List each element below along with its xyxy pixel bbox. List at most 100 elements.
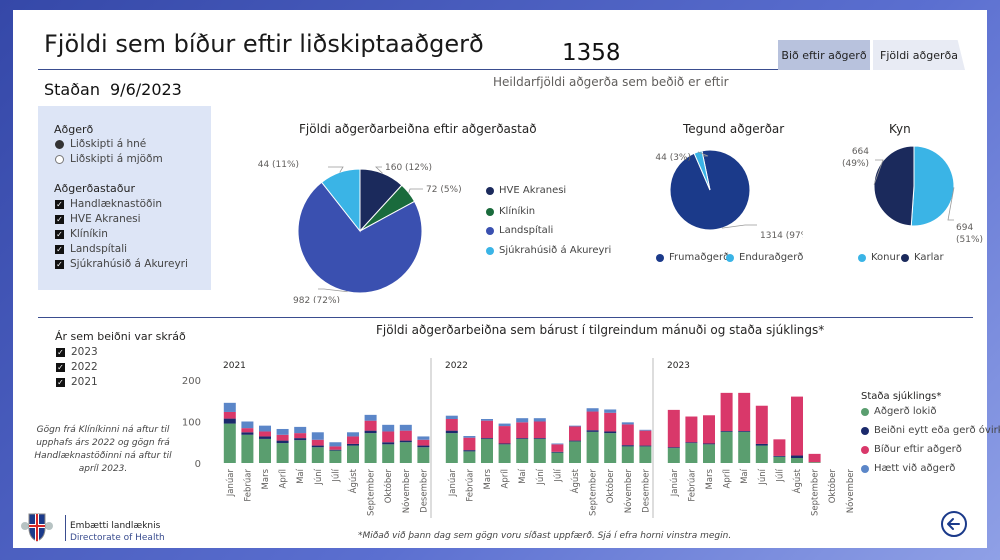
bar-segment-done[interactable] <box>329 450 342 463</box>
bar-segment-waiting[interactable] <box>738 392 751 432</box>
bar-segment-cancelled[interactable] <box>703 443 715 445</box>
bar-segment-stopped[interactable] <box>382 424 395 432</box>
bar-segment-cancelled[interactable] <box>586 430 599 432</box>
bar-segment-done[interactable] <box>241 434 254 463</box>
bar-segment-done[interactable] <box>685 443 698 463</box>
checkbox-checked-icon[interactable]: ✓ <box>56 377 65 387</box>
bar-segment-cancelled[interactable] <box>259 436 271 439</box>
checkbox-checked-icon[interactable]: ✓ <box>55 244 64 254</box>
bar-segment-waiting[interactable] <box>399 430 412 441</box>
bar-segment-stopped[interactable] <box>329 442 342 447</box>
pie-slice[interactable] <box>297 181 423 294</box>
checkbox-checked-icon[interactable]: ✓ <box>55 199 64 209</box>
bar-segment-waiting[interactable] <box>621 424 634 446</box>
site-option-akureyri[interactable]: ✓ Sjúkrahúsið á Akureyri <box>55 258 188 270</box>
tab-procedure-count[interactable]: Fjöldi aðgerða <box>873 40 965 70</box>
legend-item-klinikin[interactable]: Klíníkin <box>486 206 535 217</box>
bar-segment-cancelled[interactable] <box>621 445 634 447</box>
bar-segment-stopped[interactable] <box>445 415 458 420</box>
bar-segment-stopped[interactable] <box>533 418 546 422</box>
bar-segment-waiting[interactable] <box>311 439 324 446</box>
bar-segment-cancelled[interactable] <box>463 450 476 452</box>
procedure-option-hip[interactable]: Liðskipti á mjöðm <box>55 153 163 165</box>
bar-segment-cancelled[interactable] <box>223 418 236 424</box>
bar-segment-cancelled[interactable] <box>516 438 529 439</box>
bar-segment-done[interactable] <box>445 433 458 463</box>
bar-segment-cancelled[interactable] <box>604 431 617 434</box>
legend-item-akureyri[interactable]: Sjúkrahúsið á Akureyri <box>486 245 611 256</box>
legend-item-done[interactable]: Aðgerð lokið <box>861 406 936 417</box>
bar-segment-waiting[interactable] <box>791 396 803 456</box>
bar-segment-done[interactable] <box>551 452 564 463</box>
bar-segment-cancelled[interactable] <box>481 438 493 439</box>
bar-segment-waiting[interactable] <box>604 412 617 432</box>
site-option-klinikin[interactable]: ✓ Klíníkin <box>55 228 108 240</box>
bar-segment-done[interactable] <box>481 438 493 463</box>
bar-segment-cancelled[interactable] <box>498 443 511 445</box>
site-option-handlaeknastodin[interactable]: ✓ Handlæknastöðin <box>55 198 162 210</box>
bar-segment-stopped[interactable] <box>481 419 493 421</box>
bar-segment-waiting[interactable] <box>347 436 359 444</box>
bar-segment-waiting[interactable] <box>223 411 236 419</box>
bar-segment-stopped[interactable] <box>347 432 359 437</box>
tab-waiting[interactable]: Bið eftir aðgerð <box>778 40 870 70</box>
bar-segment-stopped[interactable] <box>241 421 254 429</box>
checkbox-checked-icon[interactable]: ✓ <box>56 347 65 357</box>
bar-segment-waiting[interactable] <box>329 446 342 450</box>
bar-segment-stopped[interactable] <box>399 424 412 431</box>
bar-segment-waiting[interactable] <box>667 409 680 448</box>
bar-segment-stopped[interactable] <box>364 414 377 421</box>
bar-segment-stopped[interactable] <box>463 436 476 438</box>
bar-segment-done[interactable] <box>604 433 617 463</box>
procedure-option-knee[interactable]: Liðskipti á hné <box>55 138 146 150</box>
year-option-2021[interactable]: ✓ 2021 <box>56 376 98 388</box>
radio-selected-icon[interactable] <box>55 139 64 149</box>
bar-segment-done[interactable] <box>463 451 476 463</box>
bar-segment-stopped[interactable] <box>223 402 236 412</box>
bar-segment-waiting[interactable] <box>241 428 254 433</box>
bar-segment-cancelled[interactable] <box>311 445 324 448</box>
legend-item-landspitali[interactable]: Landspítali <box>486 225 553 236</box>
bar-segment-cancelled[interactable] <box>364 430 377 434</box>
bar-segment-done[interactable] <box>417 447 430 463</box>
bar-segment-waiting[interactable] <box>773 439 786 456</box>
bar-segment-waiting[interactable] <box>294 433 307 439</box>
legend-item-women[interactable]: Konur <box>858 252 900 263</box>
bar-segment-done[interactable] <box>569 441 581 463</box>
bar-segment-cancelled[interactable] <box>417 445 430 448</box>
bar-segment-done[interactable] <box>223 423 236 463</box>
bar-segment-stopped[interactable] <box>639 429 652 431</box>
bar-segment-cancelled[interactable] <box>685 442 698 444</box>
bar-segment-waiting[interactable] <box>364 420 377 431</box>
checkbox-checked-icon[interactable]: ✓ <box>55 229 64 239</box>
bar-segment-cancelled[interactable] <box>347 443 359 446</box>
bar-segment-done[interactable] <box>738 431 751 463</box>
bar-segment-cancelled[interactable] <box>399 440 412 443</box>
legend-item-stopped[interactable]: Hætt við aðgerð <box>861 463 955 474</box>
bar-segment-cancelled[interactable] <box>791 455 803 459</box>
bar-segment-cancelled[interactable] <box>738 431 751 432</box>
legend-item-primary[interactable]: Frumaðgerð <box>656 252 729 263</box>
radio-unselected-icon[interactable] <box>55 154 64 164</box>
bar-segment-waiting[interactable] <box>569 426 581 441</box>
bar-segment-done[interactable] <box>259 438 271 463</box>
legend-item-waiting[interactable]: Bíður eftir aðgerð <box>861 444 962 455</box>
bar-segment-stopped[interactable] <box>417 436 430 440</box>
bar-segment-stopped[interactable] <box>276 428 289 435</box>
bar-segment-done[interactable] <box>399 442 412 463</box>
bar-segment-stopped[interactable] <box>604 409 617 413</box>
bar-segment-done[interactable] <box>703 444 715 463</box>
year-option-2023[interactable]: ✓ 2023 <box>56 346 98 358</box>
year-option-2022[interactable]: ✓ 2022 <box>56 361 98 373</box>
pie-slice[interactable] <box>320 168 361 233</box>
bar-segment-cancelled[interactable] <box>241 432 254 435</box>
bar-segment-stopped[interactable] <box>586 408 599 412</box>
bar-segment-waiting[interactable] <box>516 422 529 439</box>
bar-segment-cancelled[interactable] <box>382 442 395 445</box>
checkbox-checked-icon[interactable]: ✓ <box>55 259 64 269</box>
bar-segment-done[interactable] <box>533 438 546 463</box>
bar-segment-cancelled[interactable] <box>755 443 768 446</box>
bar-segment-waiting[interactable] <box>417 439 430 446</box>
bar-segment-waiting[interactable] <box>276 434 289 441</box>
checkbox-checked-icon[interactable]: ✓ <box>56 362 65 372</box>
